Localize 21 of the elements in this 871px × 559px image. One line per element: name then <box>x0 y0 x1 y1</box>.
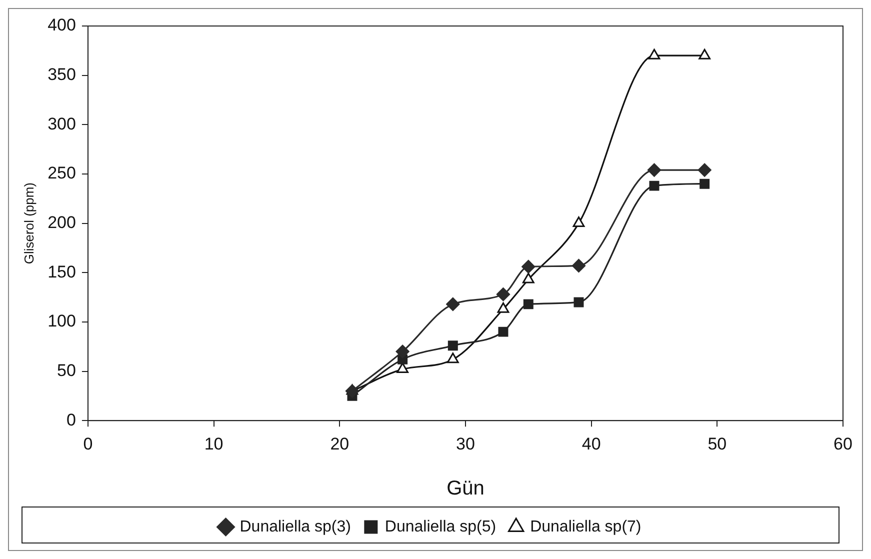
legend-label: Dunaliella sp(5) <box>384 518 496 536</box>
x-tick-label: 60 <box>834 434 852 454</box>
y-tick-label: 50 <box>57 360 76 380</box>
y-tick-label: 300 <box>48 114 76 134</box>
x-axis-title: Gün <box>446 478 484 500</box>
y-axis-title: Gliserol (ppm) <box>21 182 36 264</box>
y-tick-label: 150 <box>48 262 76 282</box>
x-tick-label: 0 <box>83 434 93 454</box>
legend-label: Dunaliella sp(3) <box>240 518 351 536</box>
y-tick-label: 200 <box>48 212 76 232</box>
y-tick-label: 100 <box>48 312 76 331</box>
y-tick-label: 250 <box>48 164 76 183</box>
x-tick-label: 20 <box>330 434 350 454</box>
y-tick-label: 350 <box>48 65 76 84</box>
y-tick-label: 400 <box>48 16 76 35</box>
x-tick-label: 10 <box>204 434 224 454</box>
x-tick-label: 40 <box>582 434 601 454</box>
x-tick-label: 30 <box>456 434 475 454</box>
legend-label: Dunaliella sp(7) <box>530 518 642 536</box>
x-tick-label: 50 <box>708 434 727 454</box>
y-tick-label: 0 <box>66 410 76 430</box>
